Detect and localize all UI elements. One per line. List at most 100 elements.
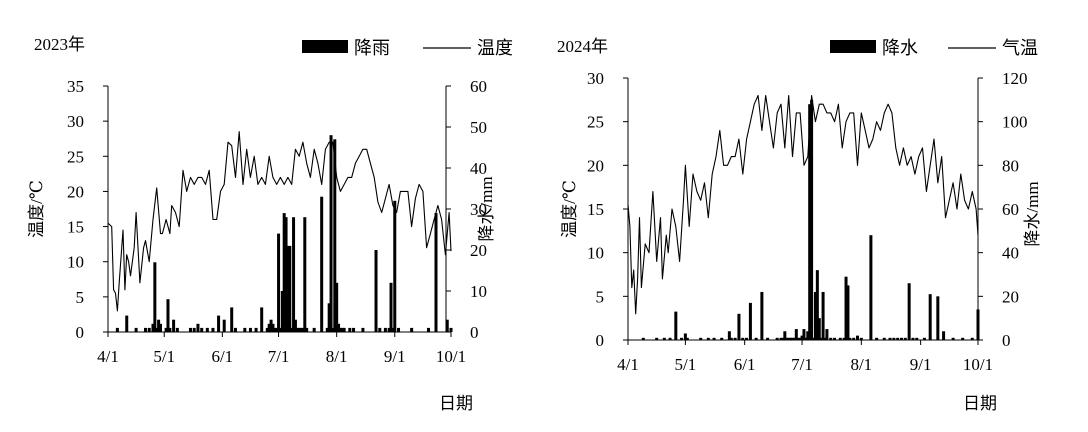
precipitation-bar bbox=[243, 327, 247, 332]
precipitation-bar bbox=[205, 327, 209, 332]
precipitation-bar bbox=[361, 327, 365, 332]
precipitation-bar bbox=[275, 327, 279, 332]
precipitation-bar bbox=[168, 327, 172, 332]
precipitation-bar bbox=[961, 337, 965, 340]
left-tick-label: 20 bbox=[587, 156, 604, 175]
precipitation-bar bbox=[819, 337, 823, 340]
precipitation-bar bbox=[143, 327, 147, 332]
legend-bar-swatch bbox=[830, 40, 876, 53]
precipitation-bar bbox=[305, 327, 309, 332]
left-tick-label: 20 bbox=[67, 182, 84, 201]
precipitation-bar bbox=[655, 337, 659, 340]
left-tick-label: 15 bbox=[587, 200, 604, 219]
precipitation-bar bbox=[155, 327, 159, 332]
temperature-line bbox=[627, 94, 979, 315]
precipitation-bar bbox=[802, 329, 806, 340]
right-tick-label: 100 bbox=[1002, 113, 1028, 132]
precipitation-bar bbox=[335, 282, 339, 332]
precipitation-bar bbox=[248, 327, 252, 332]
legend-bar-label: 降雨 bbox=[354, 38, 390, 58]
precipitation-bar bbox=[662, 337, 666, 340]
precipitation-bar bbox=[741, 337, 745, 340]
right-tick-label: 0 bbox=[470, 323, 479, 342]
precipitation-bar bbox=[903, 337, 907, 340]
precipitation-bar bbox=[911, 337, 915, 340]
right-tick-label: 80 bbox=[1002, 156, 1019, 175]
precipitation-bar bbox=[325, 327, 329, 332]
year-label: 2024年 bbox=[557, 37, 608, 56]
left-tick-label: 5 bbox=[596, 287, 605, 306]
precipitation-bar bbox=[217, 315, 221, 332]
x-tick-label: 5/1 bbox=[675, 355, 697, 374]
precipitation-bar bbox=[680, 337, 684, 340]
right-tick-label: 0 bbox=[1002, 331, 1011, 350]
precipitation-bar bbox=[792, 337, 796, 340]
precipitation-bar bbox=[158, 323, 162, 332]
legend-bar-label: 降水 bbox=[882, 38, 918, 58]
left-tick-label: 15 bbox=[67, 218, 84, 237]
right-tick-label: 60 bbox=[470, 77, 487, 96]
precipitation-bar bbox=[397, 327, 401, 332]
precipitation-bar bbox=[821, 291, 825, 340]
right-tick-label: 30 bbox=[470, 200, 487, 219]
precipitation-bar bbox=[331, 327, 335, 332]
right-axis-label: 降水/mm bbox=[477, 176, 496, 241]
precipitation-bar bbox=[833, 337, 837, 340]
precipitation-bar bbox=[410, 327, 414, 332]
precipitation-bar bbox=[737, 313, 741, 340]
precipitation-bar bbox=[794, 329, 798, 340]
precipitation-bar bbox=[815, 270, 819, 340]
precipitation-bar bbox=[775, 337, 779, 340]
x-tick-label: 4/1 bbox=[97, 347, 119, 366]
precipitation-bar bbox=[292, 217, 296, 332]
precipitation-bar bbox=[449, 327, 453, 332]
left-tick-label: 30 bbox=[67, 112, 84, 131]
precipitation-bar bbox=[211, 327, 215, 332]
precipitation-bar bbox=[806, 331, 810, 340]
x-tick-label: 6/1 bbox=[211, 347, 233, 366]
legend-bar-swatch bbox=[302, 40, 348, 53]
left-tick-label: 10 bbox=[587, 244, 604, 263]
precipitation-bar bbox=[278, 327, 282, 332]
precipitation-bar bbox=[374, 250, 378, 332]
precipitation-bar bbox=[333, 139, 337, 332]
x-tick-label: 4/1 bbox=[617, 355, 639, 374]
precipitation-bar bbox=[348, 327, 352, 332]
precipitation-bar bbox=[153, 262, 157, 332]
precipitation-bar bbox=[720, 337, 724, 340]
precipitation-bar bbox=[838, 337, 842, 340]
right-tick-label: 50 bbox=[470, 118, 487, 137]
precipitation-bar bbox=[888, 337, 892, 340]
precipitation-bar bbox=[125, 315, 129, 332]
x-axis-label: 日期 bbox=[963, 394, 997, 413]
precipitation-bar bbox=[706, 337, 710, 340]
precipitation-bar bbox=[329, 135, 333, 332]
right-tick-label: 20 bbox=[1002, 287, 1019, 306]
precipitation-bar bbox=[882, 337, 886, 340]
precipitation-bar bbox=[286, 245, 290, 332]
left-tick-label: 5 bbox=[76, 288, 85, 307]
precipitation-bar bbox=[271, 323, 275, 332]
precipitation-bar bbox=[922, 337, 926, 340]
precipitation-bar bbox=[295, 327, 299, 332]
precipitation-bar bbox=[192, 327, 196, 332]
precipitation-bar bbox=[951, 337, 955, 340]
left-tick-label: 25 bbox=[67, 147, 84, 166]
chart-2 bbox=[623, 40, 996, 345]
left-tick-label: 10 bbox=[67, 253, 84, 272]
precipitation-bar bbox=[175, 327, 179, 332]
chart-1 bbox=[103, 40, 471, 337]
precipitation-bar bbox=[781, 337, 785, 340]
precipitation-bar bbox=[393, 200, 397, 332]
legend-line-label: 温度 bbox=[477, 38, 513, 58]
precipitation-bar bbox=[200, 327, 204, 332]
precipitation-bar bbox=[284, 217, 288, 332]
precipitation-bar bbox=[293, 319, 297, 332]
precipitation-bar bbox=[337, 323, 341, 332]
precipitation-bar bbox=[896, 337, 900, 340]
precipitation-bar bbox=[785, 337, 789, 340]
precipitation-bar bbox=[299, 327, 303, 332]
precipitation-bar bbox=[808, 104, 812, 340]
precipitation-bar bbox=[936, 296, 940, 340]
